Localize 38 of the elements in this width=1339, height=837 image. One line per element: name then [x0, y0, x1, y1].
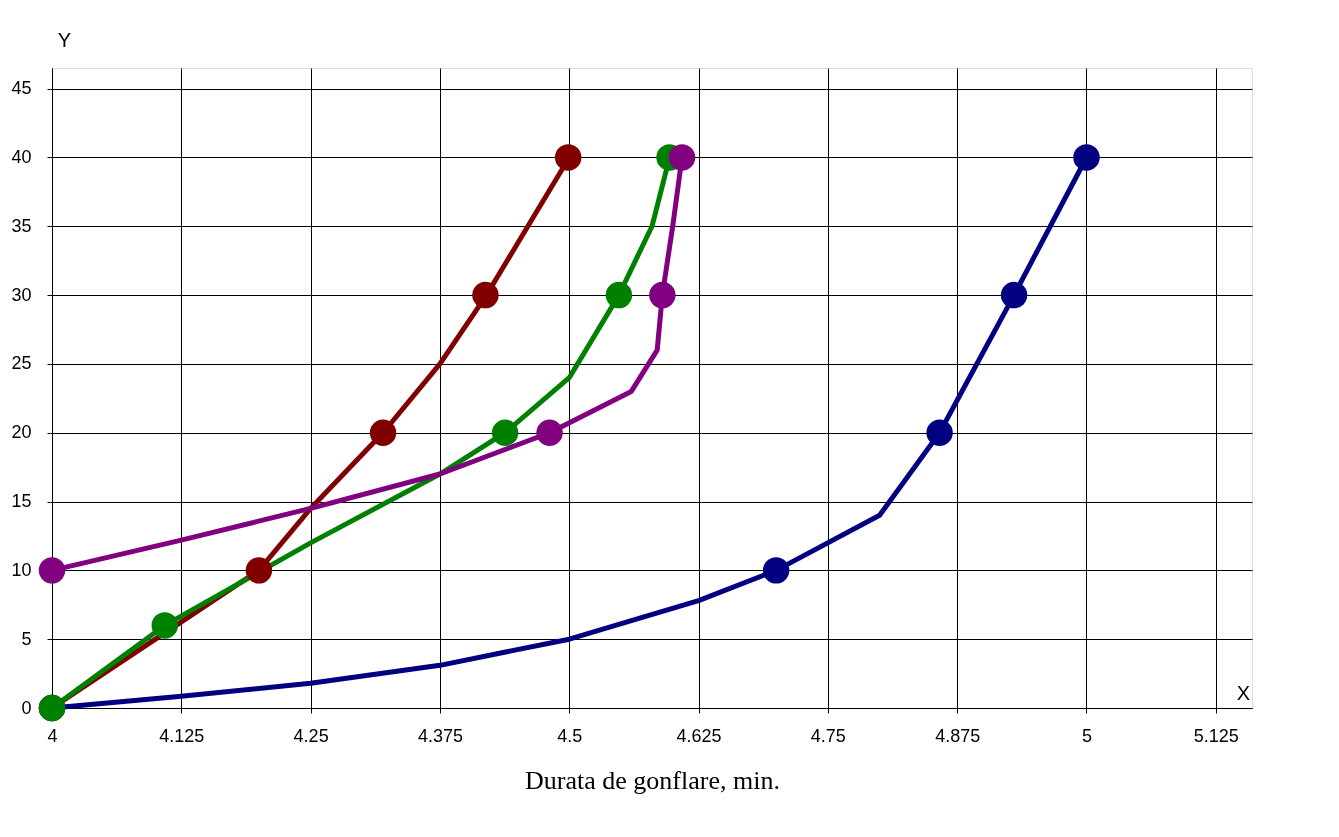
x-tick-label: 4.375	[417, 725, 463, 746]
point	[1000, 281, 1028, 309]
y-axis-title: Y	[57, 28, 72, 51]
annotation: X	[1236, 682, 1250, 704]
point	[536, 419, 563, 446]
point	[245, 557, 273, 584]
x-tick-label: 4.25	[293, 725, 329, 746]
point	[762, 557, 790, 584]
y-tick-label: 35	[11, 215, 32, 236]
y-tick-label: 0	[21, 697, 32, 718]
x-tick-label: 4	[47, 725, 58, 746]
y-tick-label: 25	[11, 353, 32, 374]
point	[668, 144, 696, 171]
x-tick-label: 4.5	[557, 725, 583, 746]
x-tick-label: 5.125	[1193, 725, 1239, 746]
x-tick-label: 5	[1081, 725, 1092, 746]
point	[369, 419, 397, 446]
y-tick-label: 40	[11, 146, 32, 167]
point	[649, 281, 676, 309]
x-tick-label: 4.125	[159, 725, 205, 746]
point	[38, 557, 66, 584]
point	[1073, 144, 1100, 171]
point	[554, 144, 582, 171]
point	[472, 281, 499, 309]
point	[926, 419, 953, 446]
y-tick-label: 20	[11, 422, 32, 443]
point	[605, 281, 633, 309]
y-tick-label: 10	[11, 559, 32, 580]
y-tick-label: 5	[21, 628, 32, 649]
y-tick-label: 30	[11, 284, 32, 305]
point	[491, 419, 519, 446]
x-tick-label: 4.75	[810, 725, 846, 746]
x-tick-label: 4.875	[935, 725, 981, 746]
x-tick-label: 4.625	[676, 725, 722, 746]
y-tick-label: 15	[11, 491, 32, 512]
point	[151, 612, 178, 639]
x-axis-title: Durata de gonflare, min.	[525, 765, 780, 795]
y-tick-label: 45	[11, 78, 32, 99]
